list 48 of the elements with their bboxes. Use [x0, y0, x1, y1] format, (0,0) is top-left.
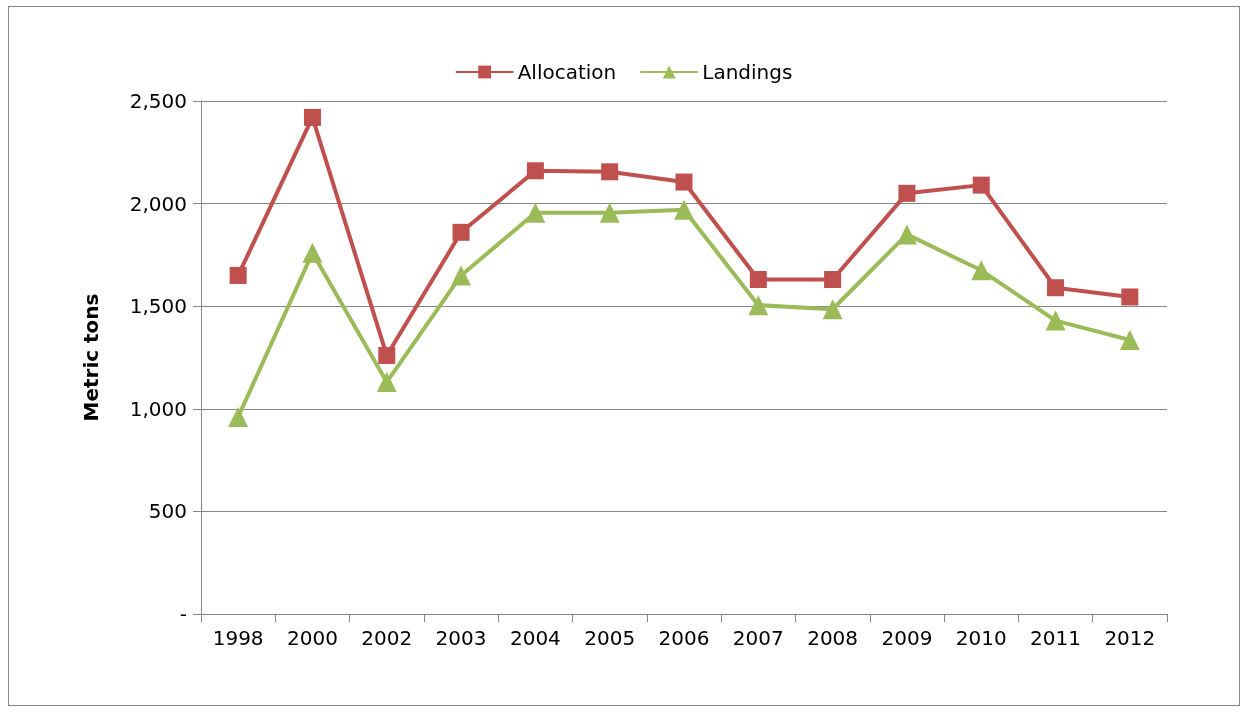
x-tick-label: 2002 — [361, 626, 413, 650]
x-tick-label: 2010 — [955, 626, 1007, 650]
point — [526, 162, 544, 180]
x-tick-label: 1998 — [212, 626, 264, 650]
y-tick-label: 1,000 — [129, 396, 187, 421]
x-tick-label: 2000 — [287, 626, 338, 650]
point — [749, 271, 767, 289]
point — [824, 271, 842, 289]
point — [601, 163, 619, 181]
point — [376, 372, 397, 393]
point — [1119, 330, 1140, 351]
point — [971, 260, 992, 281]
point — [822, 299, 843, 320]
point — [748, 295, 769, 316]
legend-label: Allocation — [517, 60, 617, 84]
x-tick-label: 2003 — [435, 626, 487, 650]
point — [1045, 310, 1066, 331]
x-tick-label: 2011 — [1030, 626, 1081, 650]
y-tick-label: 500 — [148, 499, 187, 524]
point — [525, 202, 546, 223]
point — [451, 265, 472, 286]
legend-label: Landings — [702, 60, 793, 84]
x-tick-label: 2012 — [1104, 626, 1156, 650]
point — [675, 173, 693, 191]
point — [452, 223, 470, 241]
y-tick-label: 2,000 — [129, 191, 187, 216]
point — [303, 108, 321, 126]
point — [378, 346, 396, 364]
point — [229, 266, 247, 284]
y-tick-label: 2,500 — [129, 89, 187, 113]
point — [1047, 279, 1065, 297]
x-tick-label: 2006 — [658, 626, 710, 650]
point — [972, 176, 990, 194]
y-axis-title: Metric tons — [79, 293, 103, 422]
point — [599, 202, 620, 223]
x-tick-label: 2008 — [807, 626, 859, 650]
point — [674, 199, 694, 220]
point — [302, 242, 323, 263]
y-tick-label: 1,500 — [129, 294, 187, 319]
point — [898, 184, 916, 202]
point — [896, 224, 917, 245]
x-tick-label: 2004 — [509, 626, 561, 650]
point — [228, 407, 249, 428]
x-tick-label: 2007 — [732, 626, 784, 650]
x-tick-label: 2009 — [881, 626, 933, 650]
y-tick-label: - — [179, 602, 187, 626]
point — [1121, 288, 1139, 306]
x-tick-label: 2005 — [584, 626, 636, 650]
